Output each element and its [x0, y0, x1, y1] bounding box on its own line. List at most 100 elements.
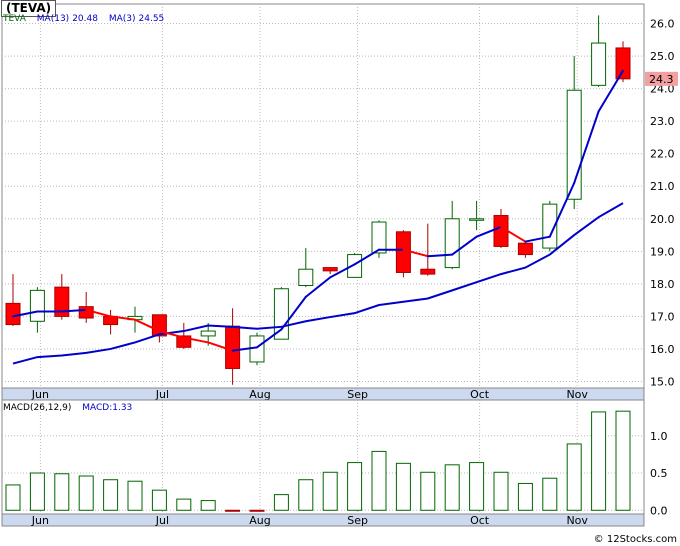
- macd-bar: [249, 509, 265, 512]
- candle-body: [151, 314, 167, 337]
- macd-y-tick-label: 0.0: [650, 504, 668, 517]
- credit-text: © 12Stocks.com: [593, 534, 677, 545]
- macd-x-tick-label: Aug: [249, 514, 270, 527]
- macd-bar: [273, 494, 289, 511]
- macd-y-tick-label: 1.0: [650, 430, 668, 443]
- macd-bar: [29, 472, 45, 511]
- macd-x-tick-label: Jun: [31, 514, 49, 527]
- price-y-tick-label: 24.0: [650, 83, 675, 96]
- legend-ma3-label: MA(3): [108, 14, 136, 24]
- ma13-line: [12, 202, 624, 365]
- price-x-tick-label: Aug: [249, 388, 270, 401]
- macd-value-label: MACD:1.33: [82, 403, 133, 413]
- macd-bar: [517, 482, 533, 511]
- macd-bar: [298, 479, 314, 511]
- macd-label: MACD(26,12,9): [3, 403, 72, 413]
- macd-bar: [151, 489, 167, 511]
- price-x-tick-label: Nov: [566, 388, 588, 401]
- macd-x-tick-label: Oct: [470, 514, 490, 527]
- candle-body: [225, 325, 241, 369]
- ma3-segment: [12, 310, 39, 318]
- ma3-segment: [597, 69, 624, 113]
- macd-bar: [347, 462, 363, 511]
- price-x-tick-label: Oct: [470, 388, 490, 401]
- macd-y-tick-label: 0.5: [650, 467, 668, 480]
- price-y-tick-label: 23.0: [650, 115, 675, 128]
- ma3-segment: [304, 276, 332, 298]
- ma3-segment: [207, 341, 234, 352]
- price-y-tick-label: 19.0: [650, 245, 675, 258]
- candle-body: [298, 268, 314, 286]
- price-y-tick-label: 15.0: [650, 375, 675, 388]
- macd-bar: [591, 411, 607, 511]
- candle-body: [78, 306, 94, 319]
- macd-x-axis-band: [1, 513, 645, 527]
- macd-x-tick-label: Sep: [347, 514, 368, 527]
- ma3-segment: [402, 248, 429, 258]
- price-x-axis-band: [1, 387, 645, 401]
- macd-bar: [322, 471, 338, 511]
- candle-body: [347, 254, 363, 278]
- candle-body: [517, 242, 533, 256]
- price-y-tick-label: 26.0: [650, 18, 675, 31]
- candle-body: [371, 221, 387, 254]
- candle-body: [469, 218, 485, 221]
- candle-body: [395, 231, 411, 273]
- price-legend: TEVA MA(13) 20.48 MA(3) 24.55: [3, 14, 172, 24]
- ma3-segment: [158, 330, 185, 339]
- legend-symbol: TEVA: [3, 14, 26, 24]
- macd-bar: [395, 462, 411, 511]
- price-y-tick-label: 18.0: [650, 278, 675, 291]
- candle-body: [273, 288, 289, 340]
- candle-body: [420, 268, 436, 275]
- candle-body: [29, 289, 45, 322]
- macd-bar: [78, 475, 94, 511]
- candle-body: [322, 267, 338, 272]
- price-y-tick-label: 17.0: [650, 310, 675, 323]
- ma3-segment: [280, 295, 307, 331]
- macd-bar: [103, 479, 119, 511]
- candle-body: [444, 218, 460, 269]
- legend-ma13-label: MA(13): [36, 14, 70, 24]
- macd-bar: [444, 464, 460, 511]
- ma3-segment: [182, 336, 210, 344]
- macd-bar: [420, 471, 436, 511]
- legend-ma3-value: 24.55: [138, 14, 165, 24]
- ma3-segment: [60, 308, 88, 313]
- macd-bar: [54, 473, 70, 511]
- ma3-segment: [109, 315, 136, 321]
- candle-body: [200, 330, 216, 337]
- macd-x-tick-label: Nov: [566, 514, 588, 527]
- macd-bar: [127, 480, 143, 511]
- macd-bar: [5, 484, 21, 511]
- ma3-segment: [85, 308, 112, 318]
- last-price-label: 24.3: [649, 73, 674, 86]
- macd-bar: [566, 443, 582, 511]
- price-y-tick-label: 22.0: [650, 148, 675, 161]
- candle-body: [5, 302, 21, 326]
- price-y-tick-label: 21.0: [650, 180, 675, 193]
- price-panel: 15.0 16.0 17.0 18.0 19.0 20.0 21.0 22.0 23.0 24.0…: [1, 3, 678, 401]
- macd-legend: MACD(26,12,9) MACD:1.33: [3, 403, 140, 413]
- macd-bar: [493, 471, 509, 511]
- price-y-tick-label: 20.0: [650, 213, 675, 226]
- macd-bar: [176, 498, 192, 511]
- ma3-segment: [256, 328, 283, 349]
- ma3-segment: [548, 181, 576, 238]
- price-y-tick-label: 25.0: [650, 50, 675, 63]
- ma3-segment: [451, 235, 478, 256]
- price-x-tick-label: Jun: [31, 388, 49, 401]
- macd-bar: [469, 462, 485, 511]
- ma3-segment: [573, 110, 600, 184]
- ma3-segment: [500, 225, 527, 243]
- ma3-segment: [353, 248, 380, 266]
- last-price-tag: [645, 71, 678, 86]
- price-x-tick-label: Sep: [347, 388, 368, 401]
- macd-bar: [542, 477, 558, 511]
- macd-bar: [371, 450, 387, 511]
- macd-bar: [615, 410, 631, 511]
- price-plot-area: [1, 3, 645, 389]
- candle-body: [54, 286, 70, 317]
- ma3-segment: [524, 235, 551, 243]
